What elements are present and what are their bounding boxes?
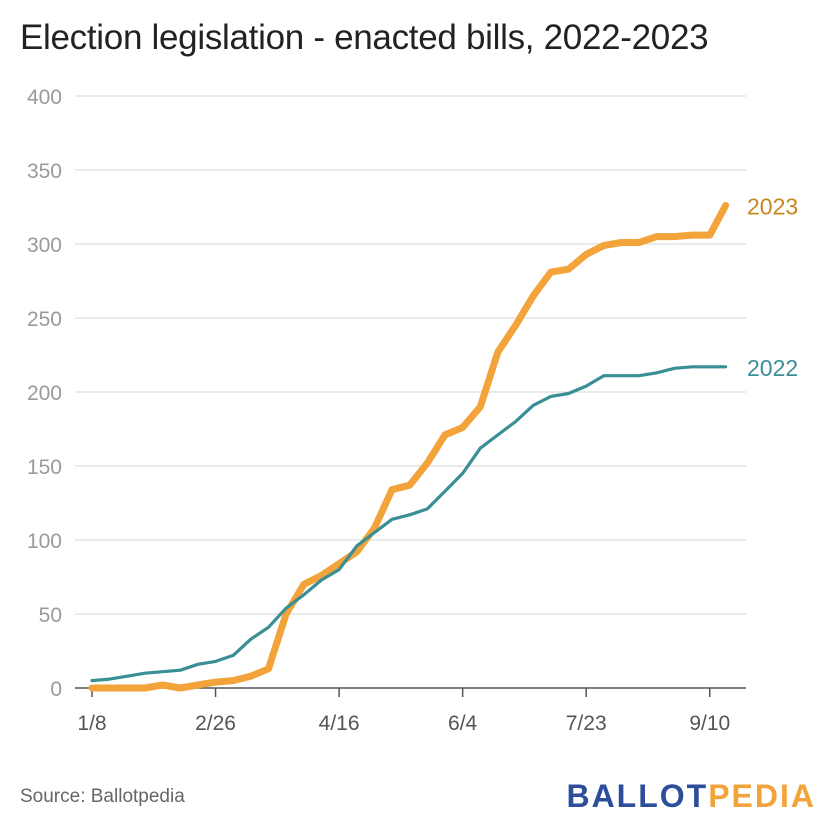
series-label-2023: 2023 xyxy=(747,194,798,220)
series-label-2022: 2022 xyxy=(747,355,798,381)
y-axis-ticks: 0 50 100 150 200 250 300 350 400 xyxy=(27,86,62,701)
series-lines xyxy=(88,202,730,692)
x-tick-label: 1/8 xyxy=(77,712,106,735)
source-note: Source: Ballotpedia xyxy=(20,786,185,807)
x-tick-label: 6/4 xyxy=(448,712,478,735)
x-tick-label: 9/10 xyxy=(689,712,730,735)
chart-title: Election legislation - enacted bills, 20… xyxy=(20,18,709,57)
ballotpedia-logo: BALLOTPEDIA xyxy=(566,778,816,815)
y-tick-label: 300 xyxy=(27,234,62,257)
x-tick-label: 4/16 xyxy=(319,712,360,735)
series-line-2022 xyxy=(90,365,728,683)
brand-part-pedia: PEDIA xyxy=(708,778,816,814)
x-tick-label: 2/26 xyxy=(195,712,236,735)
y-tick-label: 400 xyxy=(27,86,62,109)
series-labels: 2023 2022 xyxy=(747,194,798,381)
y-tick-label: 200 xyxy=(27,382,62,405)
y-tick-label: 150 xyxy=(27,456,62,479)
y-tick-label: 100 xyxy=(27,530,62,553)
y-tick-label: 250 xyxy=(27,308,62,331)
series-line-2023 xyxy=(88,202,730,692)
x-axis-ticks: 1/8 2/26 4/16 6/4 7/23 9/10 xyxy=(77,688,730,735)
y-tick-label: 350 xyxy=(27,160,62,183)
y-tick-label: 0 xyxy=(50,678,62,701)
brand-part-ballot: BALLOT xyxy=(566,778,709,814)
y-tick-label: 50 xyxy=(39,604,62,627)
x-tick-label: 7/23 xyxy=(566,712,607,735)
grid-lines xyxy=(75,95,746,689)
